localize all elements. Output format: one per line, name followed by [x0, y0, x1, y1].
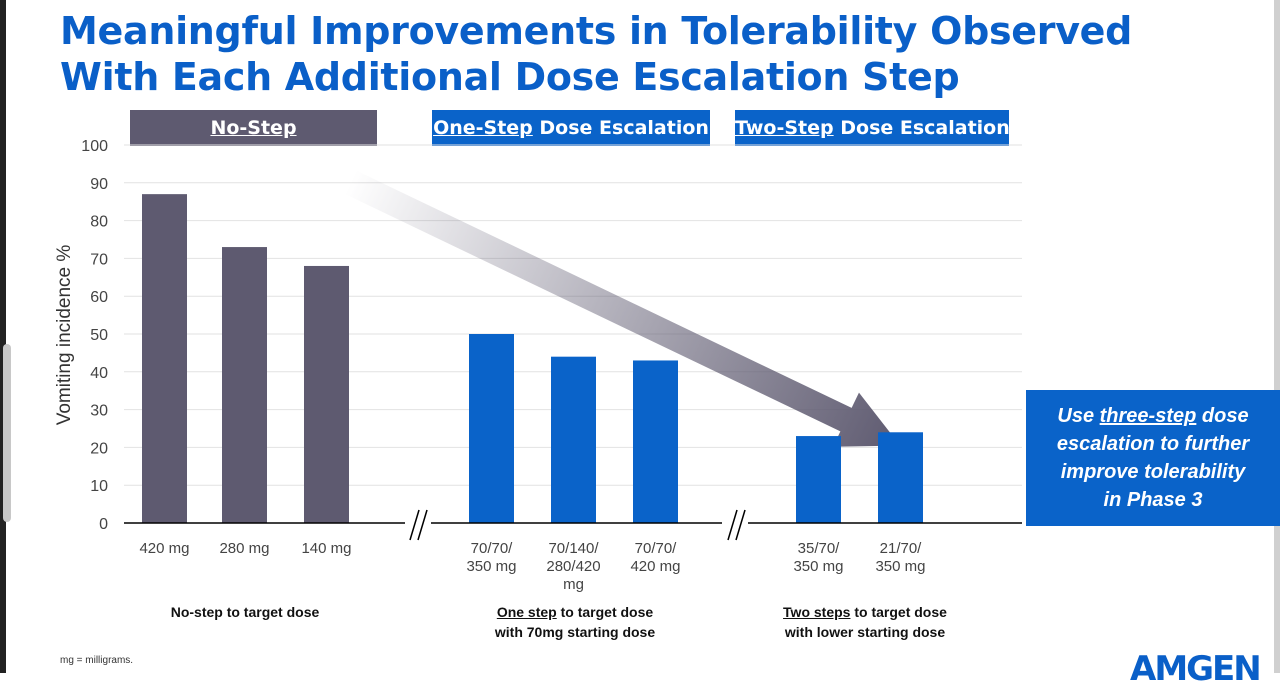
- x-tick-label: 70/70/420 mg: [630, 540, 680, 575]
- y-tick-label: 90: [90, 176, 108, 193]
- header-two-step-rest: Dose Escalation: [833, 117, 1010, 139]
- caption-one-step-rest: to target dose: [556, 604, 654, 620]
- bar: [551, 356, 596, 523]
- bar-chart: 0 10 20 30 40 50 60 70 80 90 100 420 mg 280 mg 140 m…: [81, 138, 1022, 593]
- callout-post: dose: [1196, 405, 1249, 427]
- header-two-step: Two-Step Dose Escalation: [735, 110, 1010, 146]
- header-one-step: One-Step Dose Escalation: [432, 110, 710, 146]
- header-two-step-underlined: Two-Step: [735, 117, 834, 139]
- bar: [304, 265, 349, 523]
- caption-one-step-underlined: One step: [496, 604, 557, 620]
- header-no-step-label: No-Step: [210, 117, 297, 139]
- trend-arrow-shape: [344, 170, 901, 447]
- x-tick-label: 70/70/350 mg: [466, 540, 516, 575]
- bar: [469, 334, 514, 523]
- callout-underlined: three-step: [1099, 405, 1197, 427]
- callout-line-1: Use three-step dose: [1034, 402, 1272, 430]
- callout-line-2: escalation to further: [1056, 433, 1250, 455]
- caption-two-step-rest: to target dose: [850, 604, 947, 620]
- bar: [633, 360, 678, 523]
- caption-two-step: Two steps to target dose with lower star…: [760, 602, 970, 642]
- window-frame-right: [1274, 0, 1280, 673]
- window-frame-left: [0, 0, 6, 673]
- scrollbar-thumb[interactable]: [3, 344, 11, 522]
- x-axis: [124, 509, 1022, 541]
- y-tick-label: 10: [90, 478, 108, 495]
- axis-break-mark: [409, 509, 420, 541]
- axis-break-mark: [735, 509, 746, 541]
- title-line-2: With Each Additional Dose Escalation Ste…: [60, 55, 960, 99]
- title-line-1: Meaningful Improvements in Tolerability …: [60, 9, 1133, 53]
- slide-title: Meaningful Improvements in Tolerability …: [60, 8, 1133, 100]
- bars: [142, 194, 923, 523]
- axis-break-mark: [417, 509, 428, 541]
- y-tick-label: 40: [90, 365, 108, 382]
- y-tick-label: 80: [90, 214, 108, 231]
- axis-break-mark: [727, 509, 738, 541]
- caption-no-step-text: No-step to target dose: [170, 604, 320, 620]
- bar: [222, 247, 267, 523]
- amgen-logo: AMGEN: [1130, 649, 1262, 689]
- gridlines: [124, 144, 1022, 486]
- header-one-step-rest: Dose Escalation: [532, 117, 709, 139]
- caption-two-step-underlined: Two steps: [783, 604, 851, 620]
- y-tick-label: 100: [81, 138, 108, 155]
- y-tick-label: 50: [90, 327, 108, 344]
- y-tick-labels: 0 10 20 30 40 50 60 70 80 90 100: [81, 138, 108, 533]
- x-tick-label: 21/70/350 mg: [875, 540, 925, 575]
- callout-line-4: in Phase 3: [1103, 489, 1203, 511]
- callout-pre: Use: [1057, 405, 1100, 427]
- x-tick-label: 140 mg: [301, 540, 351, 557]
- x-tick-label: 280 mg: [219, 540, 269, 557]
- bar: [796, 436, 841, 523]
- y-tick-label: 30: [90, 403, 108, 420]
- y-tick-label: 20: [90, 440, 108, 457]
- caption-one-step-line2: with 70mg starting dose: [494, 624, 656, 640]
- caption-one-step: One step to target dose with 70mg starti…: [470, 602, 680, 642]
- callout-line-3: improve tolerability: [1060, 461, 1246, 483]
- header-one-step-underlined: One-Step: [433, 117, 533, 139]
- header-no-step: No-Step: [130, 110, 377, 146]
- y-tick-label: 60: [90, 289, 108, 306]
- bar: [878, 432, 923, 523]
- caption-no-step: No-step to target dose: [145, 602, 345, 622]
- trend-arrow: [344, 170, 901, 447]
- footnote: mg = milligrams.: [60, 655, 134, 666]
- x-tick-label: 420 mg: [139, 540, 189, 557]
- bar: [142, 194, 187, 523]
- caption-two-step-line2: with lower starting dose: [784, 624, 946, 640]
- x-tick-label: 70/140/280/420 mg: [546, 540, 600, 593]
- x-tick-labels: 420 mg 280 mg 140 mg 70/70/350 mg 70/140/280…: [139, 540, 925, 593]
- callout-box: Use three-step dose escalation to furthe…: [1026, 390, 1280, 526]
- x-tick-label: 35/70/350 mg: [793, 540, 843, 575]
- y-tick-label: 70: [90, 251, 108, 268]
- y-tick-label: 0: [99, 516, 108, 533]
